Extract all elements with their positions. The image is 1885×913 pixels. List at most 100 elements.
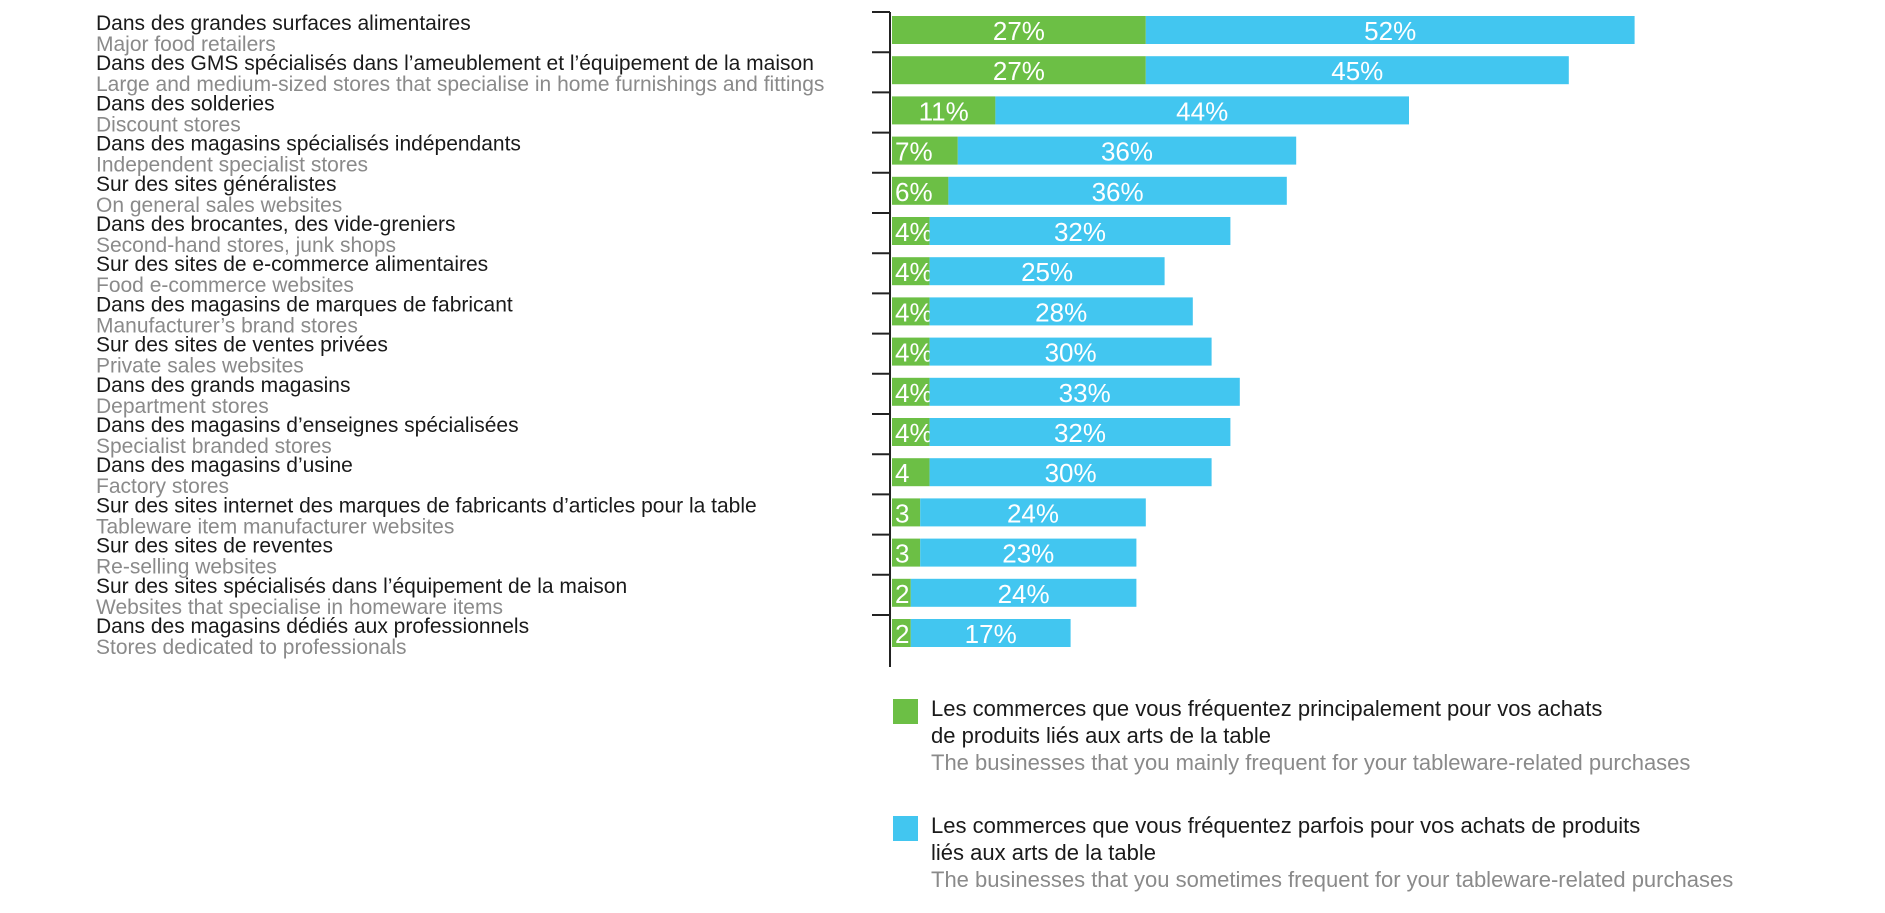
bar-main: [892, 56, 1146, 85]
category-label-en: On general sales websites: [96, 194, 342, 217]
legend-label-fr: de produits liés aux arts de la table: [931, 723, 1271, 748]
data-label-sometimes: 32%: [1054, 217, 1106, 247]
data-label-main: 4%: [895, 257, 933, 287]
data-label-sometimes: 32%: [1054, 418, 1106, 448]
bar-sometimes: [920, 538, 1137, 567]
bar-sometimes: [1145, 56, 1569, 85]
data-label-sometimes: 36%: [1092, 177, 1144, 207]
bar-sometimes: [910, 619, 1071, 647]
category-label-en: Specialist branded stores: [96, 435, 332, 458]
bar-sometimes: [929, 217, 1231, 245]
bar-main: [892, 458, 930, 487]
data-label-sometimes: 25%: [1021, 257, 1073, 287]
bar-main: [892, 136, 958, 165]
data-label-main: 4%: [895, 418, 933, 448]
bar-main: [892, 377, 930, 406]
data-label-main: 4%: [895, 378, 933, 408]
data-label-sometimes: 17%: [965, 619, 1017, 649]
bar-sometimes: [920, 498, 1146, 527]
bar-main: [892, 176, 949, 205]
category-label-fr: Dans des magasins d’enseignes spécialisé…: [96, 414, 519, 437]
data-label-sometimes: 23%: [1002, 539, 1054, 569]
bar-sometimes: [910, 578, 1137, 607]
category-label-en: Second-hand stores, junk shops: [96, 234, 396, 257]
data-label-main: 4%: [895, 217, 933, 247]
data-label-main: 27%: [993, 56, 1045, 86]
category-label-fr: Dans des solderies: [96, 92, 275, 115]
category-label-en: Manufacturer’s brand stores: [96, 314, 358, 337]
data-label-sometimes: 24%: [1007, 498, 1059, 528]
data-label-main: 2: [895, 619, 909, 649]
bar-main: [892, 96, 996, 125]
category-labels: Dans des grandes surfaces alimentairesMa…: [96, 12, 824, 659]
bar-main: [892, 418, 930, 446]
data-label-main: 6%: [895, 177, 933, 207]
bar-sometimes: [929, 418, 1231, 446]
bar-main: [892, 217, 930, 245]
bar-sometimes: [929, 377, 1240, 406]
data-label-sometimes: 52%: [1364, 16, 1416, 46]
data-label-sometimes: 28%: [1035, 297, 1087, 327]
data-label-main: 11%: [919, 96, 969, 126]
category-label-en: Food e-commerce websites: [96, 274, 354, 297]
category-label-en: Tableware item manufacturer websites: [96, 515, 454, 538]
data-label-main: 7%: [895, 137, 933, 167]
data-label-sometimes: 36%: [1101, 137, 1153, 167]
data-label-sometimes: 33%: [1059, 378, 1111, 408]
bar-main: [892, 578, 911, 607]
bar-main: [892, 16, 1146, 44]
bar-sometimes: [929, 458, 1212, 487]
category-label-en: Large and medium-sized stores that speci…: [96, 73, 824, 96]
bar-sometimes: [948, 176, 1287, 205]
data-label-main: 27%: [993, 16, 1045, 46]
bar-sometimes: [929, 257, 1165, 286]
bar-sometimes: [929, 337, 1212, 366]
category-label-fr: Dans des grandes surfaces alimentaires: [96, 12, 471, 35]
category-label-fr: Sur des sites de e-commerce alimentaires: [96, 253, 488, 276]
category-label-en: Re-selling websites: [96, 556, 277, 579]
category-label-en: Private sales websites: [96, 355, 304, 378]
legend: Les commerces que vous fréquentez princi…: [893, 696, 1733, 892]
category-label-fr: Dans des GMS spécialisés dans l’ameublem…: [96, 52, 814, 75]
data-label-main: 3: [895, 539, 909, 569]
bar-sometimes: [1145, 16, 1635, 44]
bar-sometimes: [995, 96, 1409, 125]
category-label-fr: Sur des sites de ventes privées: [96, 334, 388, 357]
category-label-en: Major food retailers: [96, 33, 276, 56]
bar-sometimes: [929, 297, 1193, 326]
category-label-en: Independent specialist stores: [96, 154, 368, 177]
category-label-fr: Dans des brocantes, des vide-greniers: [96, 213, 456, 236]
data-label-main: 4%: [895, 297, 933, 327]
data-label-main: 3: [895, 498, 909, 528]
category-label-en: Websites that specialise in homeware ite…: [96, 596, 503, 619]
legend-label-en: The businesses that you sometimes freque…: [931, 867, 1733, 892]
legend-label-en: The businesses that you mainly frequent …: [931, 750, 1690, 775]
bar-main: [892, 538, 921, 567]
legend-label-fr: liés aux arts de la table: [931, 840, 1156, 865]
category-label-en: Discount stores: [96, 113, 241, 136]
bar-main: [892, 297, 930, 326]
data-label-sometimes: 24%: [998, 579, 1050, 609]
category-label-en: Factory stores: [96, 475, 229, 498]
bars: 27% 52% 27% 45% 11% 4 4% 7% 36% 6% 36% 4% 32% 4% 25% 4%…: [892, 16, 1635, 649]
category-label-fr: Sur des sites internet des marques de fa…: [96, 494, 757, 517]
data-label-main: 4: [895, 458, 909, 488]
category-label-fr: Dans des magasins dédiés aux professionn…: [96, 615, 529, 638]
bar-main: [892, 337, 930, 366]
bar-sometimes: [957, 136, 1297, 165]
category-label-en: Department stores: [96, 395, 269, 418]
legend-label-fr: Les commerces que vous fréquentez parfoi…: [931, 813, 1640, 838]
category-label-fr: Sur des sites spécialisés dans l’équipem…: [96, 575, 627, 598]
category-label-fr: Sur des sites généralistes: [96, 173, 336, 196]
data-label-main: 4%: [895, 338, 933, 368]
legend-swatch-main: [893, 699, 918, 724]
data-label-main: 2: [895, 579, 909, 609]
category-label-fr: Dans des grands magasins: [96, 374, 350, 397]
y-axis-ticks: [872, 11, 890, 616]
legend-swatch-sometimes: [893, 816, 918, 841]
data-label-sometimes: 45%: [1331, 56, 1383, 86]
legend-label-fr: Les commerces que vous fréquentez princi…: [931, 696, 1602, 721]
data-label-sometimes: 30%: [1045, 458, 1097, 488]
category-label-fr: Sur des sites de reventes: [96, 535, 333, 558]
